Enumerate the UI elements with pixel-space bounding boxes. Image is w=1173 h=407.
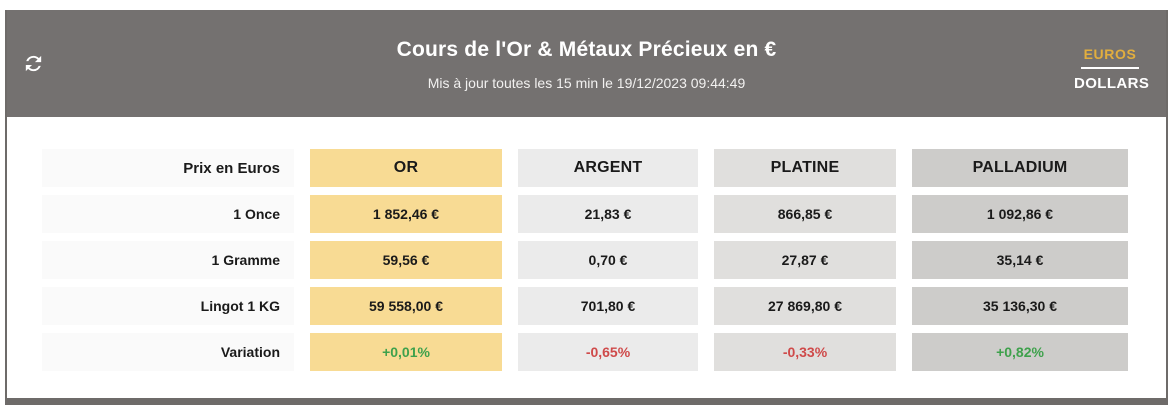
column-header-palladium: PALLADIUM: [912, 149, 1128, 187]
price-cell: 27 869,80 €: [714, 287, 896, 325]
price-cell: -0,33%: [714, 333, 896, 371]
column-header-platine: PLATINE: [714, 149, 896, 187]
page-title: Cours de l'Or & Métaux Précieux en €: [396, 38, 777, 61]
price-cell: +0,82%: [912, 333, 1128, 371]
row-label: Variation: [42, 333, 294, 371]
column-header-argent: ARGENT: [518, 149, 698, 187]
currency-option-euros[interactable]: EUROS: [1083, 46, 1137, 62]
price-cell: 1 852,46 €: [310, 195, 502, 233]
price-cell: -0,65%: [518, 333, 698, 371]
price-cell: +0,01%: [310, 333, 502, 371]
currency-option-dollars[interactable]: DOLLARS: [1074, 75, 1150, 92]
price-cell: 701,80 €: [518, 287, 698, 325]
row-label: Lingot 1 KG: [42, 287, 294, 325]
widget-body: Prix en Euros OR ARGENT PLATINE PALLADIUM 1 O…: [7, 117, 1166, 398]
price-cell: 59 558,00 €: [310, 287, 502, 325]
widget-header: Cours de l'Or & Métaux Précieux en € Mis…: [7, 10, 1166, 117]
currency-toggle: EUROS DOLLARS: [1074, 46, 1150, 92]
price-cell: 35,14 €: [912, 241, 1128, 279]
price-cell: 35 136,30 €: [912, 287, 1128, 325]
currency-toggle-divider: [1081, 67, 1139, 69]
price-cell: 21,83 €: [518, 195, 698, 233]
price-table: Prix en Euros OR ARGENT PLATINE PALLADIUM 1 O…: [42, 149, 1166, 371]
gold-price-widget: Cours de l'Or & Métaux Précieux en € Mis…: [5, 10, 1168, 405]
price-cell: 1 092,86 €: [912, 195, 1128, 233]
price-cell: 27,87 €: [714, 241, 896, 279]
row-label: 1 Once: [42, 195, 294, 233]
refresh-button[interactable]: [20, 53, 46, 79]
last-updated-text: Mis à jour toutes les 15 min le 19/12/20…: [427, 75, 746, 91]
price-cell: 0,70 €: [518, 241, 698, 279]
row-label: 1 Gramme: [42, 241, 294, 279]
column-header-or: OR: [310, 149, 502, 187]
table-corner-label: Prix en Euros: [42, 149, 294, 187]
price-cell: 866,85 €: [714, 195, 896, 233]
refresh-icon: [22, 52, 45, 80]
price-cell: 59,56 €: [310, 241, 502, 279]
